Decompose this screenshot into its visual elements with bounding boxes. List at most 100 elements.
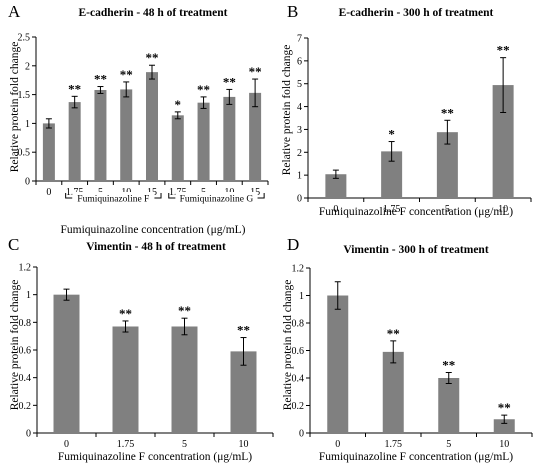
panel-c-title: Vimentin - 48 h of treatment xyxy=(86,241,226,253)
panel-c-x-tick-label: 10 xyxy=(239,439,249,450)
panel-a-significance-label: ** xyxy=(68,81,81,96)
panel-b-x-tick-label: 0 xyxy=(333,204,338,215)
panel-d-bar xyxy=(327,295,349,433)
panel-d-y-tick-label: 1.2 xyxy=(292,264,305,275)
panel-a-bar xyxy=(68,102,81,181)
panel-b-y-tick-label: 3 xyxy=(297,125,302,136)
panel-c-y-tick-label: 0.4 xyxy=(19,373,32,384)
panel-c-significance-label: ** xyxy=(119,306,132,321)
panel-b-y-axis-label: Relative protein fold change xyxy=(281,45,293,176)
panel-d: D Vimentin - 300 h of treatment Relative… xyxy=(282,235,533,463)
panel-b-plot-area: 0 1 2 3 4 5 6 7 0 1.75 * 5 ** 10 ** xyxy=(297,34,532,215)
panel-b-y-tick-label: 4 xyxy=(297,102,302,113)
panel-b-bar xyxy=(436,132,458,198)
panel-b-x-tick-label: 5 xyxy=(445,204,450,215)
panel-d-x-tick-label: 0 xyxy=(335,439,340,450)
panel-d-y-axis-label: Relative protein fold change xyxy=(282,280,294,411)
panel-a-bar xyxy=(197,102,210,181)
panel-d-significance-label: ** xyxy=(498,400,511,415)
panel-c-y-tick-label: 0 xyxy=(26,429,31,440)
panel-c-y-tick-label: 0.6 xyxy=(19,346,32,357)
panel-a-bar xyxy=(171,115,184,181)
panel-a-bar xyxy=(146,72,158,181)
panel-a-group-label: Fumiquinazoline F xyxy=(77,195,149,205)
panel-a-y-tick-label: 2 xyxy=(25,61,30,72)
panel-c-y-tick-label: 0.2 xyxy=(19,401,32,412)
panel-a-bar xyxy=(120,89,133,181)
panel-a-y-tick-label: 0 xyxy=(25,177,30,188)
panel-b-significance-label: * xyxy=(388,127,395,142)
panel-b-x-axis-label: Fumiquinazoline F concentration (μg/mL) xyxy=(319,206,513,218)
panel-d-significance-label: ** xyxy=(387,326,400,341)
panel-a-letter: A xyxy=(8,2,21,21)
panel-b-significance-label: ** xyxy=(497,43,510,58)
panel-a-title: E-cadherin - 48 h of treatment xyxy=(79,7,228,19)
panel-d-y-tick-label: 1 xyxy=(299,291,304,302)
panel-c-y-axis-label: Relative protein fold change xyxy=(9,280,21,411)
panel-a-significance-label: ** xyxy=(223,74,236,89)
panel-b-y-tick-label: 2 xyxy=(297,148,302,159)
panel-d-significance-label: ** xyxy=(442,358,455,373)
panel-b-y-tick-label: 7 xyxy=(297,34,302,45)
panel-b-significance-label: ** xyxy=(441,105,454,120)
panel-a-significance-label: * xyxy=(175,97,182,112)
panel-b-letter: B xyxy=(287,2,298,21)
panel-b-y-tick-label: 5 xyxy=(297,79,302,90)
panel-d-title: Vimentin - 300 h of treatment xyxy=(343,244,488,256)
panel-a-y-tick-label: 1.5 xyxy=(18,90,31,101)
panel-a-significance-label: ** xyxy=(120,67,133,82)
panel-c-y-tick-label: 1.2 xyxy=(19,263,32,274)
panel-c-x-tick-label: 5 xyxy=(182,439,187,450)
panel-a-significance-label: ** xyxy=(249,64,262,79)
panel-a-y-tick-label: 2.5 xyxy=(18,33,31,44)
panel-a-bar xyxy=(94,89,107,181)
panel-b-bar xyxy=(492,85,514,198)
panel-a-y-tick-label: 1 xyxy=(25,119,30,130)
panel-d-bar xyxy=(438,378,460,433)
panel-b-bar xyxy=(325,174,347,198)
panel-d-bar xyxy=(382,351,404,433)
panel-a-significance-label: ** xyxy=(94,72,107,87)
panel-c-x-tick-label: 0 xyxy=(64,439,69,450)
panel-d-y-tick-label: 0.2 xyxy=(292,401,305,412)
panel-d-bar xyxy=(493,419,515,433)
panel-a-significance-label: ** xyxy=(197,82,210,97)
panel-d-y-tick-label: 0 xyxy=(299,429,304,440)
panel-c-y-tick-label: 1 xyxy=(26,290,31,301)
panel-d-y-tick-label: 0.4 xyxy=(292,374,305,385)
panel-b-bar xyxy=(381,151,403,198)
panel-c-x-tick-label: 1.75 xyxy=(117,439,135,450)
panel-b-y-tick-label: 1 xyxy=(297,171,302,182)
panel-c-bar xyxy=(171,326,198,433)
panel-d-y-tick-label: 0.8 xyxy=(292,319,305,330)
panel-a-y-tick-label: 0.5 xyxy=(18,148,31,159)
panel-c-plot-area: 0 0.2 0.4 0.6 0.8 1 1.2 0 1.75 ** 5 ** 10 ** xyxy=(19,263,274,450)
panel-a-group-label-background xyxy=(72,192,155,204)
panel-a-x-tick-label: 0 xyxy=(46,187,51,198)
panel-d-x-tick-label: 5 xyxy=(446,439,451,450)
panel-c-x-axis-label: Fumiquinazoline F concentration (μg/mL) xyxy=(58,451,252,463)
panel-c-significance-label: ** xyxy=(237,323,250,338)
panel-b-x-tick-label: 1.75 xyxy=(383,204,401,215)
panel-b: B E-cadherin - 300 h of treatment Relati… xyxy=(281,2,532,218)
panel-c-bar xyxy=(112,326,139,433)
panel-d-x-tick-label: 1.75 xyxy=(385,439,403,450)
panel-b-x-tick-label: 10 xyxy=(498,204,508,215)
panel-a-bar xyxy=(223,96,236,181)
panel-b-y-tick-label: 0 xyxy=(297,194,302,205)
panel-d-plot-area: 0 0.2 0.4 0.6 0.8 1 1.2 0 1.75 ** 5 ** 10 ** xyxy=(292,264,533,450)
panel-a-plot-area: 00.511.522.501.75**5**10**15**1.75*5**10… xyxy=(18,33,269,205)
panel-b-y-tick-label: 6 xyxy=(297,56,302,67)
panel-d-x-axis-label: Fumiquinazoline F concentration (μg/mL) xyxy=(319,451,513,463)
panel-c: C Vimentin - 48 h of treatment Relative … xyxy=(8,235,274,463)
panel-a-y-axis-label: Relative protein fold change xyxy=(9,42,21,173)
panel-c-letter: C xyxy=(8,235,19,254)
panel-d-letter: D xyxy=(287,235,299,254)
panel-a-x-axis-label: Fumiquinazoline concentration (μg/mL) xyxy=(60,224,245,236)
panel-a-bar xyxy=(249,92,262,181)
panel-b-title: E-cadherin - 300 h of treatment xyxy=(339,7,494,19)
panel-a-group-label-background xyxy=(175,192,258,204)
panel-a-significance-label: ** xyxy=(146,50,159,65)
panel-a: A E-cadherin - 48 h of treatment Relativ… xyxy=(8,2,269,236)
